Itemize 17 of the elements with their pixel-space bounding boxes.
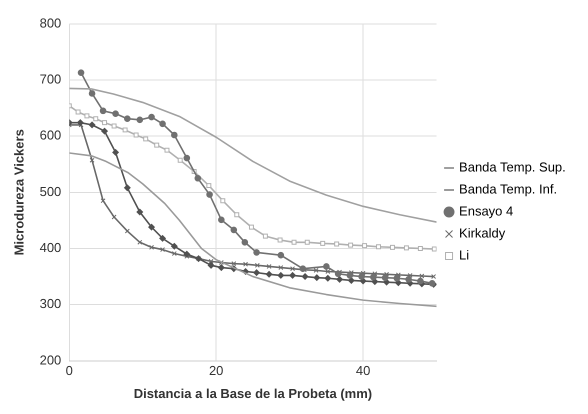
legend-label: Banda Temp. Inf. bbox=[459, 182, 558, 197]
y-tick-label: 200 bbox=[40, 352, 62, 368]
y-tick-label: 500 bbox=[40, 184, 62, 199]
y-tick-label: 400 bbox=[40, 240, 62, 256]
y-tick-label: 300 bbox=[40, 296, 62, 312]
legend-label: Kirkaldy bbox=[459, 226, 506, 241]
legend-label: Banda Temp. Sup. bbox=[459, 160, 566, 175]
y-tick-label: 700 bbox=[40, 72, 62, 87]
legend-label: Ensayo 4 bbox=[459, 204, 514, 219]
x-tick-label: 40 bbox=[356, 363, 370, 378]
legend-label: Li bbox=[459, 248, 470, 263]
x-tick-label: 0 bbox=[66, 363, 73, 378]
x-axis-title: Distancia a la Base de la Probeta (mm) bbox=[134, 386, 372, 401]
y-axis-title: Microdureza Vickers bbox=[11, 129, 26, 256]
y-tick-label: 800 bbox=[40, 15, 62, 30]
y-tick-label: 600 bbox=[40, 128, 62, 143]
x-tick-label: 20 bbox=[208, 363, 224, 378]
